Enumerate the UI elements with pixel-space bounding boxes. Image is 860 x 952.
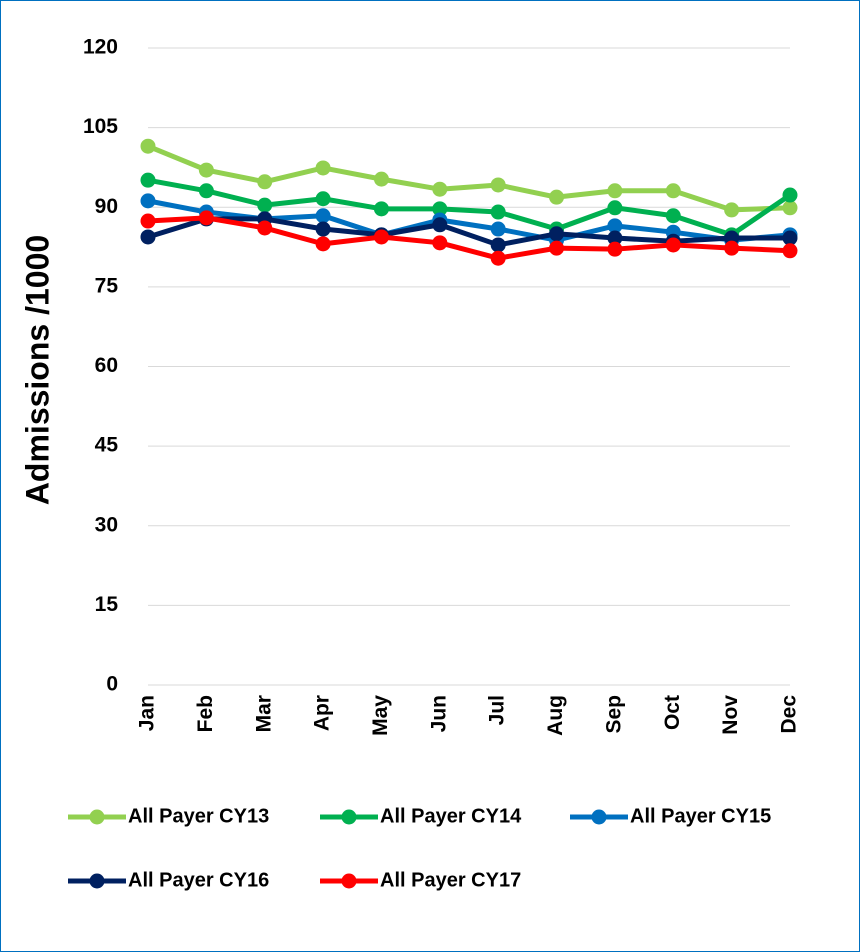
legend-marker [341,809,357,825]
data-point [140,229,156,245]
data-point [432,201,448,217]
data-point [607,183,623,199]
data-point [198,210,214,226]
data-point [373,201,389,217]
data-point [140,213,156,229]
x-tick-label: Aug [544,695,567,736]
x-tick-label: Apr [311,695,334,731]
legend-label: All Payer CY16 [128,869,269,891]
data-point [549,189,565,205]
y-tick-label: 60 [95,354,118,377]
x-tick-label: Oct [661,695,684,730]
data-point [315,221,331,237]
data-point [315,191,331,207]
legend-item: All Payer CY16 [68,869,269,891]
data-point [257,220,273,236]
data-point [432,235,448,251]
data-point [490,250,506,266]
data-point [432,181,448,197]
series-line [147,215,791,261]
series-line [147,143,791,213]
legend-item: All Payer CY17 [320,869,521,891]
series-line [147,216,790,248]
data-point [490,237,506,253]
legend-marker [591,809,607,825]
y-tick-label: 30 [95,513,118,536]
data-point [782,187,798,203]
data-point [140,172,156,188]
data-point [373,229,389,245]
data-point [724,202,740,218]
data-point [257,174,273,190]
x-tick-label: Jul [486,695,509,725]
data-point [315,160,331,176]
y-tick-label: 45 [95,434,119,457]
data-point [665,208,681,224]
data-point [665,183,681,199]
series-line [147,177,792,238]
data-point [724,240,740,256]
data-point [782,230,798,246]
legend-marker [89,873,105,889]
x-tick-label: Mar [252,695,275,732]
data-point [490,221,506,237]
x-tick-label: Feb [194,695,217,732]
data-point [665,237,681,253]
y-tick-label: 75 [95,274,119,297]
data-point [140,138,156,154]
y-tick-label: 120 [83,36,118,59]
x-tick-label: Sep [602,695,625,734]
legend-item: All Payer CY14 [320,805,522,827]
data-point [549,240,565,256]
legend-label: All Payer CY13 [128,805,269,827]
legend-label: All Payer CY17 [380,869,521,891]
data-point [315,236,331,252]
x-tick-label: Dec [778,695,801,734]
data-point [315,208,331,224]
data-point [782,243,798,259]
legend-item: All Payer CY15 [570,805,771,827]
x-tick-label: Jun [427,695,450,732]
legend-marker [89,809,105,825]
data-point [549,226,565,242]
legend-label: All Payer CY14 [380,805,522,827]
y-tick-label: 90 [95,195,118,218]
y-axis-label: Admissions /1000 [19,235,55,505]
data-point [782,200,798,216]
legend-label: All Payer CY15 [630,805,771,827]
x-tick-label: May [369,695,392,736]
data-point [607,200,623,216]
data-point [607,230,623,246]
x-tick-label: Jan [136,695,159,731]
x-tick-label: Nov [719,695,742,735]
y-tick-label: 105 [83,115,118,138]
data-point [432,217,448,233]
data-point [257,197,273,213]
data-point [490,204,506,220]
legend-item: All Payer CY13 [68,805,269,827]
legend-marker [341,873,357,889]
y-tick-label: 0 [106,673,118,696]
data-point [140,193,156,209]
data-point [490,177,506,193]
data-point [607,218,623,234]
data-point [607,241,623,257]
data-point [198,183,214,199]
y-tick-label: 15 [95,593,119,616]
data-point [198,162,214,178]
data-point [373,171,389,187]
